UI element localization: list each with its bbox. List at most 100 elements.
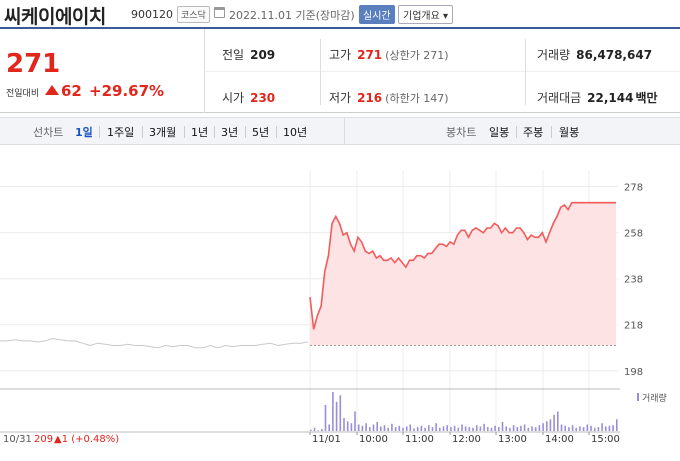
volume-bar [354, 411, 356, 431]
volume-bar [479, 426, 482, 431]
volume-bar [498, 427, 500, 431]
volume-bar [376, 421, 378, 431]
low-label: 저가 [329, 91, 352, 105]
y-tick-label: 198 [624, 367, 643, 378]
volume-bar [538, 425, 541, 431]
stock-name: 씨케이에이치 [4, 6, 106, 28]
volume-bar [531, 426, 533, 431]
tab-3month[interactable]: 3개월 [149, 126, 177, 139]
prev-close-value: 209 [250, 48, 276, 62]
volume-bar [516, 427, 519, 431]
volume-bar [446, 425, 448, 431]
volume-bar [546, 421, 548, 432]
y-axis: 278 258 238 218 198 [624, 183, 643, 378]
candle-chart-label: 봉차트 [446, 126, 477, 139]
volume-bar [457, 427, 460, 432]
y-tick-label: 258 [624, 229, 643, 240]
intraday-chart[interactable]: 278 258 238 218 198 거래량 11/01 10:00 11:00 12:00… [0, 170, 680, 461]
up-arrow-icon [45, 85, 59, 95]
volume-bar [475, 425, 478, 431]
tab-1week[interactable]: 1주일 [107, 126, 135, 139]
period-tabs: 선차트 1일 1주일 3개월 1년 3년 5년 10년 봉차트 일봉 주봉 월봉 [0, 117, 680, 145]
tab-daily[interactable]: 일봉 [489, 126, 510, 139]
volume-bar [527, 427, 530, 432]
change-label: 전일대비 [6, 89, 40, 99]
open-row: 시가 230 [222, 89, 275, 106]
volume-bar [616, 419, 618, 431]
volume-bar [310, 429, 312, 431]
x-axis: 11/01 10:00 11:00 12:00 13:00 14:00 15:00 [309, 432, 620, 445]
stock-header: 씨케이에이치 900120 코스닥 2022.11.01 기준(장마감) 실시간… [0, 0, 680, 28]
tab-5year[interactable]: 5년 [252, 126, 270, 139]
amount-label: 거래대금 [537, 91, 582, 105]
volume-bar [394, 427, 397, 431]
high-label: 고가 [329, 48, 352, 62]
volume-bar [335, 401, 338, 432]
market-badge: 코스닥 [177, 6, 210, 23]
volume-bar [402, 427, 404, 432]
tab-divider [516, 126, 517, 138]
upper-limit: (상한가 271) [385, 49, 449, 62]
volume-bar [413, 428, 415, 431]
volume-bar [560, 424, 563, 431]
tab-weekly[interactable]: 주봉 [523, 126, 544, 139]
calendar-icon [214, 7, 225, 18]
stock-code: 900120 [131, 8, 173, 21]
tab-divider [551, 126, 552, 138]
volume-bar [490, 427, 493, 432]
volume-bar [453, 425, 456, 431]
row-divider [206, 71, 680, 72]
tab-1day[interactable]: 1일 [75, 126, 93, 139]
volume-bar [575, 427, 577, 432]
volume-bar [328, 424, 330, 431]
x-tick-label: 12:00 [452, 434, 481, 445]
volume-bar [579, 426, 581, 431]
tab-monthly[interactable]: 월봉 [559, 126, 580, 139]
realtime-button[interactable]: 실시간 [359, 5, 395, 24]
volume-bar [324, 405, 327, 431]
tab-group-divider [344, 117, 345, 145]
y-tick-label: 278 [624, 183, 643, 194]
change-value: 62 [61, 82, 82, 100]
volume-bar [512, 425, 515, 431]
prev-day-label: 10/31 [3, 434, 32, 445]
price-summary: 271 전일대비 62 +29.67% 전일 209 시가 230 고가 271 (상한… [0, 27, 680, 113]
volume-bar [523, 424, 526, 431]
volume-bar [472, 427, 474, 432]
base-date: 2022.11.01 기준(장마감) [229, 9, 355, 22]
volume-bar [450, 427, 452, 431]
volume-bar [568, 427, 570, 431]
current-price-panel: 271 전일대비 62 +29.67% [0, 29, 205, 113]
x-tick-label: 13:00 [498, 434, 527, 445]
prev-close-row: 전일 209 [222, 46, 275, 63]
company-info-dropdown[interactable]: 기업개요 ▾ [398, 5, 453, 24]
column-divider [525, 39, 526, 105]
tab-10year[interactable]: 10년 [283, 126, 308, 139]
volume-bar [468, 427, 471, 431]
volume-bar [509, 427, 511, 432]
x-tick-label: 11:00 [405, 434, 434, 445]
volume-bar [582, 427, 585, 431]
volume-bar [608, 425, 611, 431]
x-tick-label: 14:00 [545, 434, 574, 445]
tab-divider [245, 126, 246, 138]
volume-bar [321, 429, 323, 432]
volume-bar [350, 423, 353, 431]
tab-divider [99, 126, 100, 138]
line-chart-label: 선차트 [33, 126, 64, 139]
tab-3year[interactable]: 3년 [221, 126, 239, 139]
prev-close-label: 전일 [222, 48, 245, 62]
lower-limit: (하한가 147) [385, 92, 449, 105]
volume-bar [534, 427, 537, 431]
volume-bar [483, 423, 485, 431]
tab-divider [142, 126, 143, 138]
tab-1year[interactable]: 1년 [191, 126, 209, 139]
volume-bar [542, 423, 544, 431]
high-value: 271 [357, 48, 383, 62]
volume-bar [391, 423, 393, 431]
volume-bar [549, 419, 552, 431]
today-line [309, 201, 616, 330]
prev-day-change: ▲1 (+0.48%) [54, 434, 119, 445]
volume-bar [557, 411, 559, 431]
volume-label: 거래량 [537, 48, 571, 62]
